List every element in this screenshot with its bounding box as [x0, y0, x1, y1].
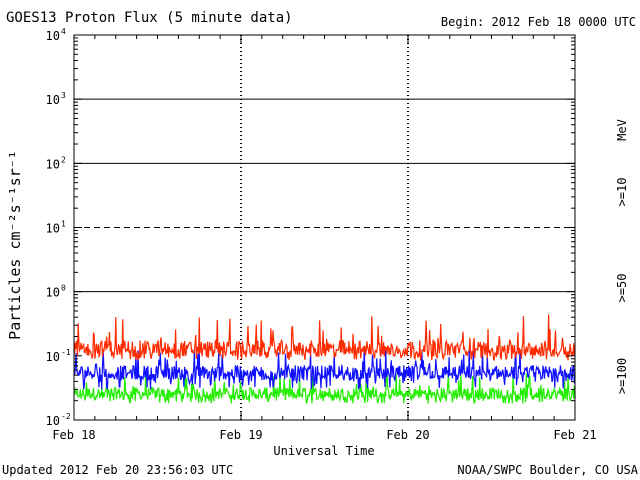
legend-series-100mev: >=100 — [615, 358, 629, 394]
x-tick-label: Feb 21 — [553, 428, 596, 442]
x-tick-label: Feb 19 — [219, 428, 262, 442]
plot-frame — [73, 34, 576, 421]
y-tick-exponent: 1 — [61, 220, 66, 229]
y-tick-exponent: -1 — [61, 348, 71, 357]
begin-time: Begin: 2012 Feb 18 0000 UTC — [441, 15, 636, 29]
y-tick-label: 10 — [46, 157, 60, 171]
y-tick-exponent: 0 — [61, 284, 66, 293]
energy-legend: MeV >=10 >=50 >=100 — [615, 119, 629, 394]
x-tick-labels: Feb 18 Feb 19 Feb 20 Feb 21 — [52, 428, 596, 442]
x-tick-label: Feb 18 — [52, 428, 95, 442]
series-line-2 — [73, 370, 576, 405]
y-tick-label: 10 — [46, 222, 60, 236]
updated-timestamp: Updated 2012 Feb 20 23:56:03 UTC — [2, 463, 233, 477]
y-axis-label: Particles cm⁻²s⁻¹sr⁻¹ — [6, 150, 24, 340]
y-tick-label: 10 — [46, 414, 60, 428]
y-tick-exponent: 3 — [61, 91, 66, 100]
x-axis-label: Universal Time — [273, 444, 374, 458]
y-tick-label: 10 — [46, 350, 60, 364]
chart-title: GOES13 Proton Flux (5 minute data) — [6, 10, 293, 26]
series-line-0 — [73, 314, 576, 361]
legend-series-10mev: >=10 — [615, 178, 629, 207]
source-credit: NOAA/SWPC Boulder, CO USA — [457, 463, 638, 477]
y-tick-exponent: 2 — [61, 155, 66, 164]
legend-unit: MeV — [615, 119, 629, 141]
threshold-lines — [74, 98, 575, 293]
y-tick-exponent: 4 — [61, 27, 66, 36]
flux-series — [73, 314, 576, 405]
y-tick-label: 10 — [46, 29, 60, 43]
series-line-1 — [73, 348, 576, 390]
legend-series-50mev: >=50 — [615, 274, 629, 303]
y-tick-label: 10 — [46, 286, 60, 300]
y-tick-exponent: -2 — [61, 412, 71, 421]
y-tick-label: 10 — [46, 93, 60, 107]
x-tick-label: Feb 20 — [386, 428, 429, 442]
